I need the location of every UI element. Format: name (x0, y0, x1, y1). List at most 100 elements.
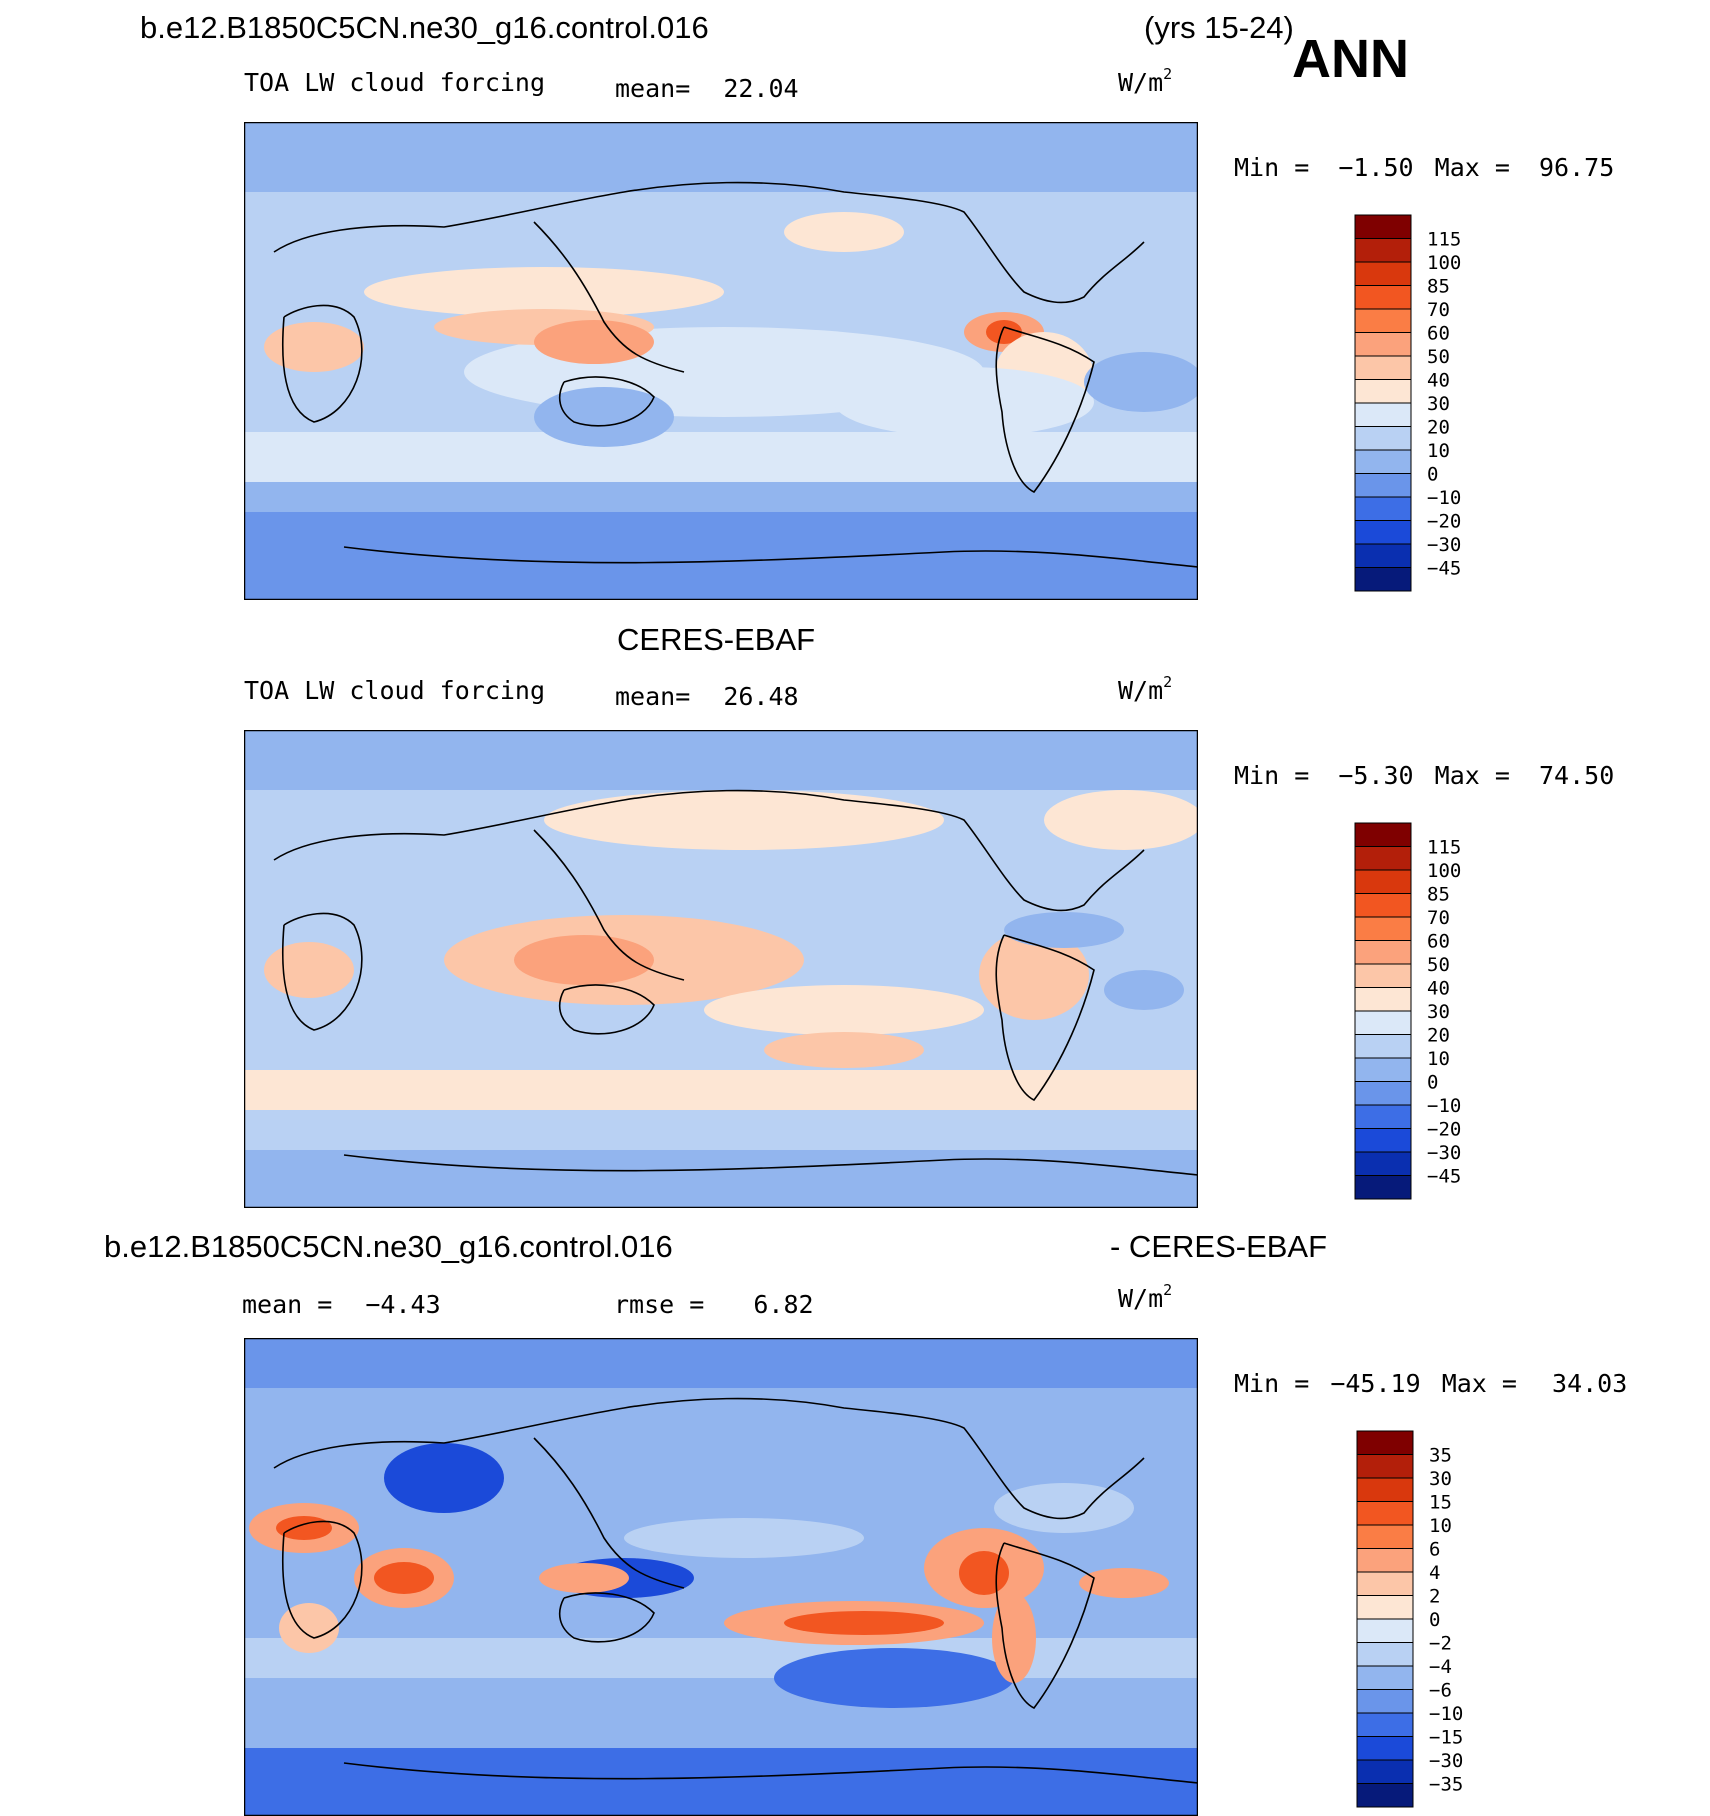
colorbar-swatch (1354, 238, 1412, 263)
colorbar-tick-label: −30 (1429, 1750, 1463, 1772)
colorbar-tick-label: −15 (1429, 1727, 1463, 1749)
colorbar-swatch (1354, 916, 1412, 941)
colorbar-swatch (1354, 520, 1412, 545)
colorbar-tick-label: 60 (1427, 323, 1450, 345)
colorbar-tick-label: −45 (1427, 558, 1461, 580)
units-label: W/m2 (1118, 1281, 1172, 1313)
colorbar-tick-label: 30 (1427, 393, 1450, 415)
colorbar-swatch (1354, 1081, 1412, 1106)
colorbar-swatch (1354, 379, 1412, 404)
colorbar-swatch (1354, 285, 1412, 310)
colorbar-swatch (1354, 308, 1412, 333)
colorbar-swatch (1354, 1128, 1412, 1153)
colorbar-tick-label: 70 (1427, 907, 1450, 929)
colorbar-swatch (1356, 1477, 1414, 1502)
colorbar-swatch (1354, 1104, 1412, 1129)
rmse-stat: rmse = 6.82 (614, 1290, 814, 1319)
colorbar-tick-label: −30 (1427, 534, 1461, 556)
colorbar-tick-label: 85 (1427, 276, 1450, 298)
colorbar-tick-label: 100 (1427, 860, 1461, 882)
colorbar-swatch (1354, 869, 1412, 894)
obs-title: CERES-EBAF (617, 622, 816, 657)
min-label: Min = (1234, 153, 1310, 182)
colorbar-swatch (1356, 1712, 1414, 1737)
colorbar-tick-label: 20 (1427, 417, 1450, 439)
colorbar-swatch (1354, 332, 1412, 357)
colorbar-swatch (1356, 1454, 1414, 1479)
colorbar-swatch (1356, 1689, 1414, 1714)
colorbar-swatch (1354, 1010, 1412, 1035)
max-label: Max = (1441, 1369, 1517, 1398)
colorbar-swatch (1354, 449, 1412, 474)
colorbar-swatch (1356, 1642, 1414, 1667)
max-value: 96.75 (1538, 153, 1615, 182)
colorbar-tick-label: 40 (1427, 978, 1450, 1000)
colorbar-swatch (1354, 963, 1412, 988)
min-value: −45.19 (1330, 1369, 1421, 1398)
colorbar-swatch (1354, 822, 1412, 847)
diff-title-right: - CERES-EBAF (1110, 1229, 1328, 1264)
min-label: Min = (1234, 761, 1310, 790)
colorbar-swatch (1356, 1595, 1414, 1620)
colorbar-swatch (1356, 1736, 1414, 1761)
colorbar-swatch (1354, 987, 1412, 1012)
mean-value: 22.04 (723, 74, 799, 103)
map-obs (244, 730, 1198, 1208)
colorbar-tick-label: 30 (1429, 1468, 1452, 1490)
colorbar-swatch (1354, 1057, 1412, 1082)
colorbar-tick-label: −30 (1427, 1142, 1461, 1164)
colorbar-tick-label: 10 (1429, 1515, 1452, 1537)
colorbar-swatch (1354, 496, 1412, 521)
mean-value: −4.43 (365, 1290, 441, 1319)
map-diff (244, 1338, 1198, 1816)
season-label: ANN (1292, 29, 1409, 89)
colorbar-swatch (1354, 1175, 1412, 1200)
colorbar-tick-label: 115 (1427, 837, 1461, 859)
colorbar-swatch (1354, 940, 1412, 965)
mean-value: 26.48 (723, 682, 799, 711)
colorbar-tick-label: −20 (1427, 1119, 1461, 1141)
units-exponent: 2 (1163, 65, 1173, 83)
colorbar-swatch (1354, 846, 1412, 871)
colorbar-tick-label: 0 (1427, 1072, 1438, 1094)
units-exponent: 2 (1163, 673, 1173, 691)
colorbar-swatch (1354, 426, 1412, 451)
colorbar-tick-label: 60 (1427, 931, 1450, 953)
colorbar-tick-label: 15 (1429, 1492, 1452, 1514)
mean-stat: mean= 26.48 (615, 682, 799, 711)
colorbar-tick-label: 100 (1427, 252, 1461, 274)
rmse-label: rmse = (614, 1290, 705, 1319)
field-label: TOA LW cloud forcing (244, 68, 546, 97)
minmax-label: Min = −1.50 Max = 96.75 (1234, 153, 1614, 182)
units-base: W/m (1118, 1284, 1164, 1313)
colorbar-tick-label: −10 (1427, 487, 1461, 509)
colorbar-tick-label: 10 (1427, 440, 1450, 462)
colorbar-tick-label: 35 (1429, 1445, 1452, 1467)
colorbar-swatch (1354, 1034, 1412, 1059)
diff-title-left: b.e12.B1850C5CN.ne30_g16.control.016 (104, 1229, 673, 1264)
colorbar-tick-label: −2 (1429, 1633, 1452, 1655)
colorbar-swatch (1354, 567, 1412, 592)
colorbar-tick-label: 2 (1429, 1586, 1440, 1608)
max-value: 34.03 (1552, 1369, 1628, 1398)
max-label: Max = (1434, 153, 1510, 182)
colorbar-tick-label: 30 (1427, 1001, 1450, 1023)
colorbar-tick-label: −10 (1429, 1703, 1463, 1725)
colorbar-swatch (1354, 543, 1412, 568)
colorbar-swatch (1354, 355, 1412, 380)
colorbar-tick-label: 4 (1429, 1562, 1440, 1584)
colorbar-tick-label: −6 (1429, 1680, 1452, 1702)
min-label: Min = (1234, 1369, 1310, 1398)
colorbar-tick-label: 6 (1429, 1539, 1440, 1561)
colorbar-tick-label: −10 (1427, 1095, 1461, 1117)
colorbar-tick-label: 85 (1427, 884, 1450, 906)
mean-label: mean= (615, 74, 691, 103)
colorbar-swatch (1356, 1501, 1414, 1526)
colorbar-swatch (1356, 1618, 1414, 1643)
colorbar-tick-label: 0 (1429, 1609, 1440, 1631)
max-label: Max = (1434, 761, 1510, 790)
colorbar-tick-label: −45 (1427, 1166, 1461, 1188)
colorbar-tick-label: 10 (1427, 1048, 1450, 1070)
colorbar-swatch (1354, 214, 1412, 239)
